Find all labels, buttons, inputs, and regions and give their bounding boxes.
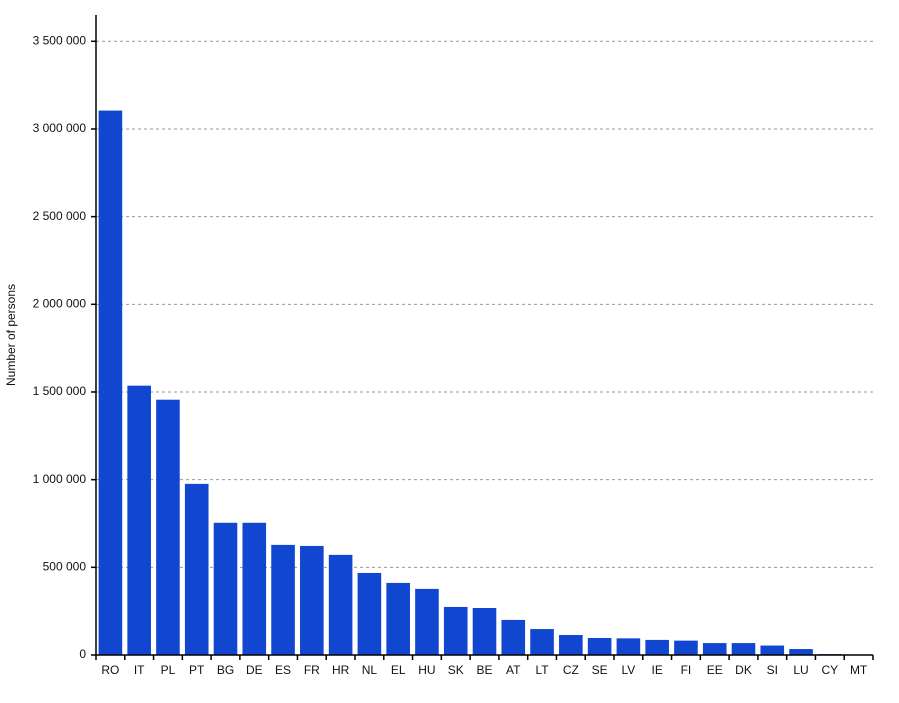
x-tick-label: MT <box>850 663 868 677</box>
x-tick-label: PT <box>189 663 205 677</box>
x-tick-label: AT <box>506 663 521 677</box>
bar <box>300 545 324 655</box>
bar <box>587 637 612 655</box>
x-tick-label: DE <box>246 663 263 677</box>
x-tick-label: DK <box>735 663 752 677</box>
x-tick-label: RO <box>101 663 119 677</box>
bar <box>559 635 583 655</box>
bar <box>213 522 238 655</box>
bar <box>472 608 497 655</box>
y-axis-title: Number of persons <box>4 284 18 386</box>
x-tick-label: ES <box>275 663 291 677</box>
y-tick-label: 500 000 <box>43 560 87 574</box>
x-tick-label: HR <box>332 663 350 677</box>
bar <box>702 643 727 655</box>
bar <box>616 638 641 655</box>
bar <box>501 619 526 655</box>
x-tick-label: FI <box>681 663 692 677</box>
bar <box>443 606 468 655</box>
x-tick-label: IT <box>134 663 145 677</box>
x-tick-label: SK <box>448 663 464 677</box>
x-tick-label: BE <box>476 663 492 677</box>
x-tick-label: PL <box>161 663 176 677</box>
x-tick-label: FR <box>304 663 320 677</box>
y-tick-label: 2 500 000 <box>33 209 87 223</box>
bar <box>415 588 439 655</box>
y-tick-label: 3 500 000 <box>33 33 87 47</box>
bar <box>98 110 123 655</box>
x-tick-label: LU <box>793 663 808 677</box>
x-tick-label: EL <box>391 663 406 677</box>
bar <box>328 554 353 655</box>
bar <box>184 483 209 655</box>
bar <box>731 643 756 655</box>
y-tick-label: 2 000 000 <box>33 296 87 310</box>
x-tick-label: SI <box>767 663 778 677</box>
y-tick-label: 3 000 000 <box>33 121 87 135</box>
x-tick-label: BG <box>217 663 234 677</box>
bar <box>645 639 669 655</box>
x-tick-label: CY <box>821 663 838 677</box>
x-tick-label: LT <box>535 663 549 677</box>
bar <box>760 645 785 655</box>
bar <box>242 522 267 655</box>
x-tick-label: NL <box>362 663 378 677</box>
x-tick-label: SE <box>592 663 608 677</box>
bar <box>357 572 382 655</box>
bar <box>156 399 180 655</box>
x-tick-label: EE <box>707 663 723 677</box>
bar <box>271 544 295 655</box>
y-tick-label: 1 000 000 <box>33 472 87 486</box>
bar <box>674 640 698 655</box>
x-tick-label: CZ <box>563 663 579 677</box>
bar <box>127 385 151 655</box>
y-tick-label: 0 <box>79 647 86 661</box>
bar <box>386 582 410 655</box>
x-tick-label: HU <box>418 663 435 677</box>
x-tick-label: LV <box>621 663 635 677</box>
bar <box>530 629 554 655</box>
x-tick-label: IE <box>651 663 662 677</box>
bar <box>789 649 813 655</box>
y-tick-label: 1 500 000 <box>33 384 87 398</box>
